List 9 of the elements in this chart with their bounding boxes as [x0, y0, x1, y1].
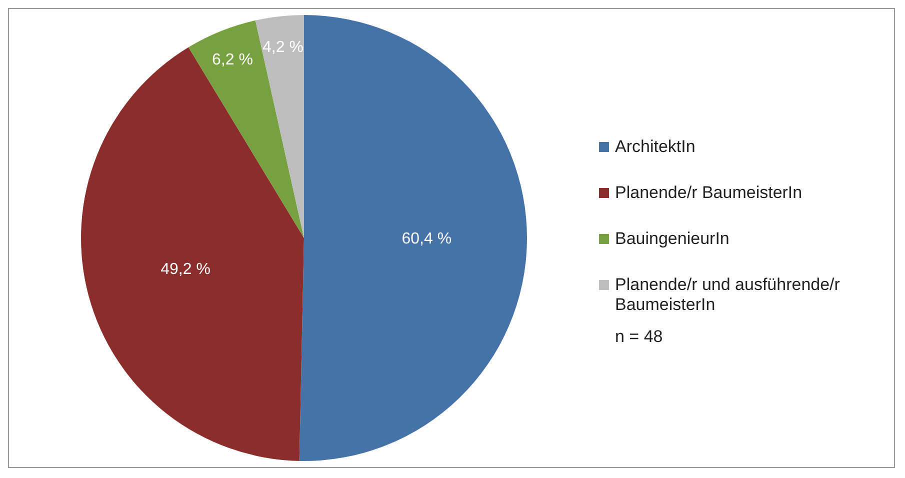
legend-label: ArchitektIn: [615, 137, 696, 157]
data-label: 60,4 %: [402, 230, 452, 248]
legend-label: Planende/r BaumeisterIn: [615, 183, 802, 203]
legend-label: BauingenieurIn: [615, 229, 730, 249]
data-label: 49,2 %: [160, 261, 210, 278]
data-label: 6,2 %: [212, 51, 253, 68]
legend-label: Planende/r und ausführende/r BaumeisterIn: [615, 275, 841, 315]
text: n = 48: [615, 327, 664, 347]
data-label: 4,2 %: [262, 38, 304, 56]
